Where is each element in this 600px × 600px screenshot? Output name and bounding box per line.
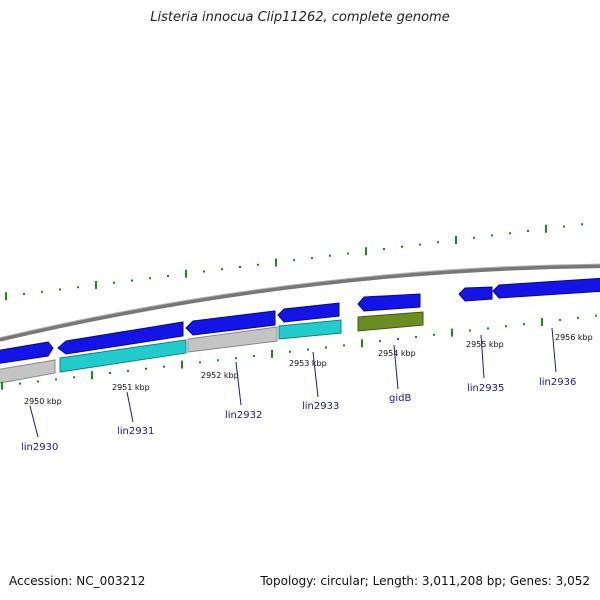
hypothetical-bar bbox=[0, 359, 56, 384]
gene-arrow bbox=[458, 286, 493, 302]
gene-label: lin2936 bbox=[539, 377, 576, 388]
gene-label: lin2933 bbox=[302, 401, 339, 412]
scale-label: 2954 kbp bbox=[378, 349, 416, 358]
gene-arrow bbox=[0, 341, 54, 364]
scale-label: 2956 kbp bbox=[555, 333, 593, 342]
scale-label: 2953 kbp bbox=[289, 359, 327, 368]
forward-strand-genes bbox=[0, 277, 600, 364]
highlight-gene-bar bbox=[357, 311, 424, 332]
accession-text: Accession: NC_003212 bbox=[9, 574, 146, 588]
gene-arrow bbox=[57, 321, 184, 355]
map-title: Listeria innocua Clip11262, complete gen… bbox=[150, 10, 450, 25]
rna-gene-bar bbox=[59, 339, 187, 373]
hypothetical-bar bbox=[187, 326, 278, 353]
gene-label: lin2932 bbox=[225, 410, 262, 421]
scale-labels: 2950 kbp 2951 kbp 2952 kbp 2953 kbp 2954… bbox=[24, 333, 593, 406]
inner-tick-ring bbox=[1, 314, 597, 390]
genome-info-text: Topology: circular; Length: 3,011,208 bp… bbox=[260, 574, 590, 588]
gene-arrow bbox=[277, 302, 340, 323]
gene-arrow bbox=[185, 310, 276, 336]
gene-label: lin2931 bbox=[117, 426, 154, 437]
gene-label-lines bbox=[29, 327, 557, 438]
scale-label: 2955 kbp bbox=[466, 340, 504, 349]
outer-tick-ring bbox=[5, 223, 583, 301]
annotation-strand bbox=[0, 311, 424, 384]
rna-gene-bar bbox=[278, 319, 342, 340]
scale-label: 2950 kbp bbox=[24, 397, 62, 406]
gene-label: lin2935 bbox=[467, 383, 504, 394]
scale-label: 2952 kbp bbox=[201, 371, 239, 380]
scale-label: 2951 kbp bbox=[112, 383, 150, 392]
gene-arrow bbox=[357, 293, 421, 312]
gene-label: gidB bbox=[389, 393, 411, 404]
genome-backbone bbox=[0, 264, 600, 342]
gene-label: lin2930 bbox=[21, 442, 58, 453]
gene-arrow bbox=[492, 277, 600, 299]
gene-labels: lin2930 lin2931 lin2932 lin2933 gidB lin… bbox=[21, 377, 576, 453]
